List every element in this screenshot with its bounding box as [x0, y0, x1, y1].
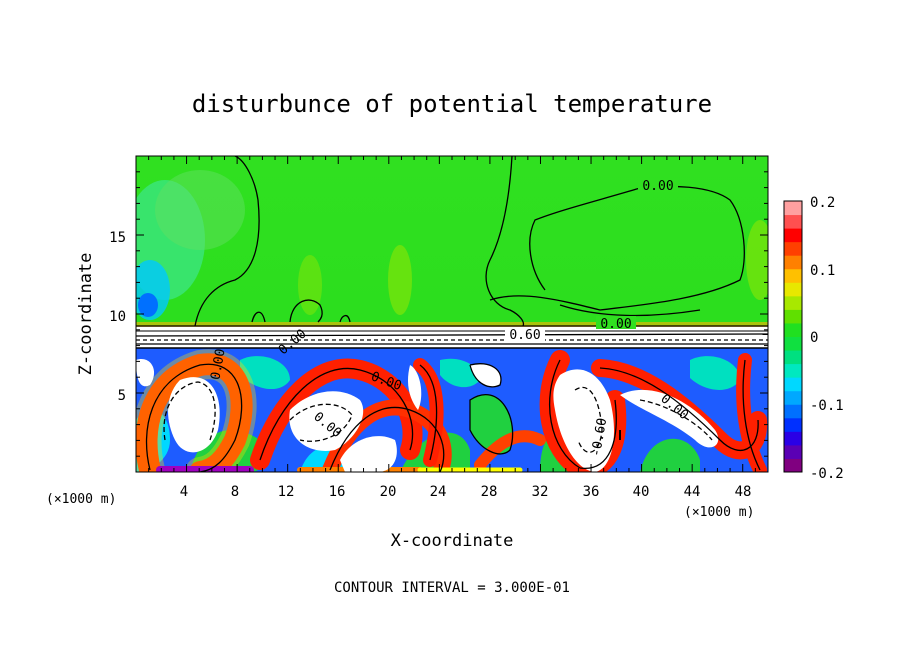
colorbar-swatch: [784, 322, 802, 337]
colorbar-tick-label: 0.2: [810, 195, 835, 211]
x-tick-label: 32: [532, 484, 549, 500]
colorbar-swatch: [784, 350, 802, 365]
colorbar-swatch: [784, 268, 802, 283]
contour-label: 0.00: [208, 348, 228, 381]
contour-label: 0.00: [600, 317, 631, 332]
x-tick-label: 40: [633, 484, 650, 500]
x-tick-label: 24: [430, 484, 447, 500]
contour-interval-label: CONTOUR INTERVAL = 3.000E-01: [334, 580, 570, 596]
colorbar: [784, 201, 802, 473]
x-tick-labels: 4 8 12 16 20 24 28 32 36 40 44 48: [180, 484, 752, 500]
y-axis-label: Z-coordinate: [76, 253, 96, 376]
colorbar-swatch: [784, 444, 802, 459]
x-tick-label: 20: [380, 484, 397, 500]
x-tick-label: 28: [481, 484, 498, 500]
x-tick-label: 48: [735, 484, 752, 500]
x-unit-label-left: (×1000 m): [46, 492, 116, 507]
y-tick-labels: 5 10 15: [109, 230, 126, 404]
x-unit-label-right: (×1000 m): [684, 505, 754, 520]
x-axis-label: X-coordinate: [391, 531, 514, 551]
colorbar-swatch: [784, 390, 802, 405]
colorbar-swatch: [784, 458, 802, 473]
heatmap-field: [136, 156, 768, 472]
colorbar-swatch: [784, 255, 802, 270]
contour-label: 0.00: [642, 179, 673, 194]
colorbar-swatch: [784, 431, 802, 446]
colorbar-swatch: [784, 282, 802, 297]
y-tick-label: 10: [109, 309, 126, 325]
colorbar-swatch: [784, 404, 802, 419]
chart-title: disturbunce of potential temperature: [192, 90, 712, 118]
x-tick-label: 4: [180, 484, 188, 500]
colorbar-swatch: [784, 377, 802, 392]
colorbar-frame: [783, 200, 803, 473]
x-tick-label: 36: [583, 484, 600, 500]
colorbar-swatch: [784, 336, 802, 351]
y-tick-label: 15: [109, 230, 126, 246]
y-tick-label: 5: [118, 388, 126, 404]
colorbar-tick-labels: 0.2 0.1 0 -0.1 -0.2: [810, 195, 844, 482]
contour-label: 0.60: [509, 328, 540, 343]
x-tick-label: 44: [684, 484, 701, 500]
colorbar-swatch: [784, 241, 802, 256]
colorbar-swatch: [784, 214, 802, 229]
x-tick-label: 12: [278, 484, 295, 500]
colorbar-tick-label: 0: [810, 330, 818, 346]
y-axis-ticks: [136, 171, 768, 457]
x-tick-label: 16: [329, 484, 346, 500]
contour-label: -0.60: [589, 417, 611, 458]
contour-lines: [136, 156, 768, 472]
colorbar-tick-label: -0.2: [810, 466, 844, 482]
x-tick-label: 8: [231, 484, 239, 500]
colorbar-swatch: [784, 295, 802, 310]
colorbar-tick-label: 0.1: [810, 263, 835, 279]
x-axis-ticks: [148, 156, 756, 472]
colorbar-swatch: [784, 417, 802, 432]
colorbar-swatch: [784, 309, 802, 324]
colorbar-swatch: [784, 363, 802, 378]
colorbar-swatch: [784, 228, 802, 243]
colorbar-swatch: [784, 201, 802, 216]
colorbar-tick-label: -0.1: [810, 398, 844, 414]
